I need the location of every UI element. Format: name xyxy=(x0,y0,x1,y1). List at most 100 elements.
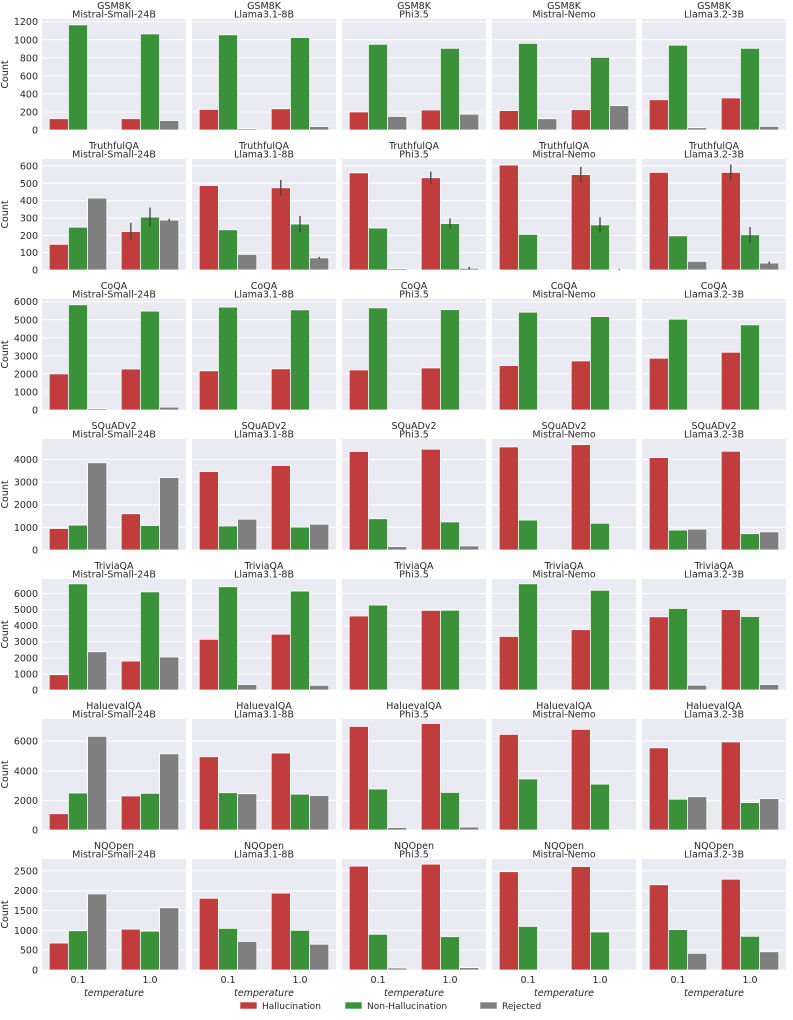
bar-hallucination xyxy=(421,449,440,550)
y-axis-label: Count xyxy=(0,620,11,648)
bar-rejected xyxy=(460,968,479,970)
bar-rejected xyxy=(238,129,257,130)
y-tick-label: 6000 xyxy=(14,737,38,748)
y-tick-label: 3000 xyxy=(14,478,38,489)
y-tick-label: 2000 xyxy=(14,369,38,380)
subplot-title-model: Llama3.2-3B xyxy=(684,430,744,441)
bar-rejected xyxy=(238,941,257,970)
bar-rejected xyxy=(310,944,329,970)
bar-rejected xyxy=(88,129,107,130)
legend-swatch-hallucination xyxy=(240,1002,257,1009)
y-tick-label: 1000 xyxy=(14,387,38,398)
bar-hallucination xyxy=(121,929,140,970)
subplot-title-model: Mistral-Nemo xyxy=(532,710,596,721)
bar-non-hallucination xyxy=(140,592,159,690)
bar-non-hallucination xyxy=(740,616,759,690)
bar-rejected xyxy=(388,269,407,270)
bar-rejected xyxy=(238,685,257,690)
bar-non-hallucination xyxy=(368,934,387,970)
y-tick-label: 600 xyxy=(20,161,38,172)
bar-non-hallucination xyxy=(440,224,459,270)
y-tick-label: 5000 xyxy=(14,315,38,326)
y-tick-label: 2000 xyxy=(14,796,38,807)
bar-hallucination xyxy=(199,639,218,690)
bar-non-hallucination xyxy=(290,38,309,131)
legend-swatch-non-hallucination xyxy=(345,1002,362,1009)
bar-rejected xyxy=(88,894,107,970)
bar-non-hallucination xyxy=(218,587,237,690)
bar-hallucination xyxy=(571,175,590,270)
bar-rejected xyxy=(160,121,179,130)
bar-hallucination xyxy=(349,451,368,550)
bar-rejected xyxy=(310,685,329,690)
x-axis-label: temperature xyxy=(534,988,594,999)
subplot-triviaqa-0: 0100020003000400050006000TriviaQAMistral… xyxy=(14,561,186,697)
bar-non-hallucination xyxy=(68,525,87,550)
bar-non-hallucination xyxy=(140,793,159,830)
bar-hallucination xyxy=(421,610,440,690)
subplot-title-model: Llama3.2-3B xyxy=(684,710,744,721)
bar-hallucination xyxy=(271,369,290,410)
bar-non-hallucination xyxy=(668,45,687,130)
subplot-title-model: Llama3.1-8B xyxy=(234,10,294,21)
bar-hallucination xyxy=(721,742,740,830)
bar-rejected xyxy=(610,106,629,130)
bar-rejected xyxy=(310,796,329,830)
bar-non-hallucination xyxy=(290,930,309,970)
bar-non-hallucination xyxy=(518,43,537,130)
bar-rejected xyxy=(460,114,479,130)
bar-non-hallucination xyxy=(368,228,387,270)
bar-hallucination xyxy=(721,352,740,410)
bar-hallucination xyxy=(49,675,68,690)
subplot-nqopen-0: 05001000150020002500NQOpenMistral-Small-… xyxy=(14,841,186,999)
subplot-title-model: Phi3.5 xyxy=(399,570,429,581)
bar-hallucination xyxy=(721,879,740,970)
subplot-title-model: Mistral-Small-24B xyxy=(72,150,156,161)
y-tick-label: 200 xyxy=(20,107,38,118)
bar-non-hallucination xyxy=(668,799,687,830)
bar-hallucination xyxy=(649,458,668,550)
bar-non-hallucination xyxy=(518,584,537,690)
y-tick-label: 300 xyxy=(20,213,38,224)
subplot-title-model: Llama3.1-8B xyxy=(234,290,294,301)
bar-rejected xyxy=(88,198,107,270)
bar-hallucination xyxy=(349,726,368,830)
bar-rejected xyxy=(460,689,479,690)
y-tick-label: 500 xyxy=(20,179,38,190)
bar-non-hallucination xyxy=(440,937,459,970)
bar-rejected xyxy=(160,478,179,550)
bar-non-hallucination xyxy=(140,526,159,550)
bar-non-hallucination xyxy=(68,25,87,130)
bar-rejected xyxy=(388,827,407,830)
bar-hallucination xyxy=(721,98,740,130)
bar-non-hallucination xyxy=(68,793,87,830)
bar-hallucination xyxy=(199,472,218,550)
bar-hallucination xyxy=(499,366,518,410)
bar-non-hallucination xyxy=(440,792,459,830)
bar-rejected xyxy=(760,799,779,830)
subplot-title-model: Mistral-Nemo xyxy=(532,10,596,21)
y-tick-label: 2500 xyxy=(14,866,38,877)
x-axis-label: temperature xyxy=(684,988,744,999)
bar-rejected xyxy=(310,409,329,410)
bar-hallucination xyxy=(121,514,140,550)
subplot-title-model: Mistral-Small-24B xyxy=(72,710,156,721)
bar-rejected xyxy=(88,652,107,690)
bar-non-hallucination xyxy=(290,310,309,410)
subplot-title-model: Mistral-Small-24B xyxy=(72,850,156,861)
y-tick-label: 100 xyxy=(20,248,38,259)
bar-hallucination xyxy=(349,370,368,410)
bar-rejected xyxy=(688,953,707,970)
subplot-title-model: Phi3.5 xyxy=(399,150,429,161)
bar-hallucination xyxy=(349,173,368,270)
y-tick-label: 200 xyxy=(20,231,38,242)
